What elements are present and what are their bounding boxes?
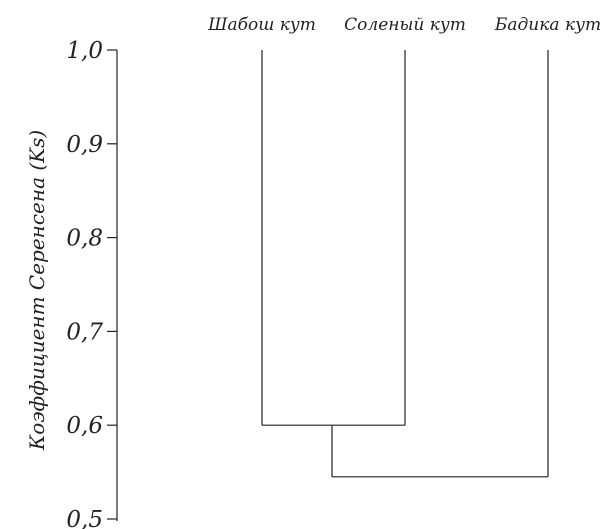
leaf-label: Шабош кут (207, 15, 316, 35)
y-tick-label: 0,6 (66, 413, 103, 439)
y-tick-label: 1,0 (66, 38, 103, 64)
leaf-labels: Шабош кут Соленый кут Бадика кут (207, 15, 601, 35)
y-tick-label: 0,5 (66, 507, 103, 529)
y-axis: 1,0 0,9 0,8 0,7 0,6 0,5 (66, 38, 118, 529)
y-tick-label: 0,7 (66, 319, 103, 345)
leaf-label: Соленый кут (344, 15, 466, 35)
y-tick-label: 0,9 (66, 132, 103, 158)
dendrogram-branches (261, 50, 549, 478)
leaf-label: Бадика кут (494, 15, 601, 35)
y-axis-title: Коэффициент Серенсена (Ks) (25, 130, 49, 451)
y-tick-label: 0,8 (66, 226, 103, 252)
